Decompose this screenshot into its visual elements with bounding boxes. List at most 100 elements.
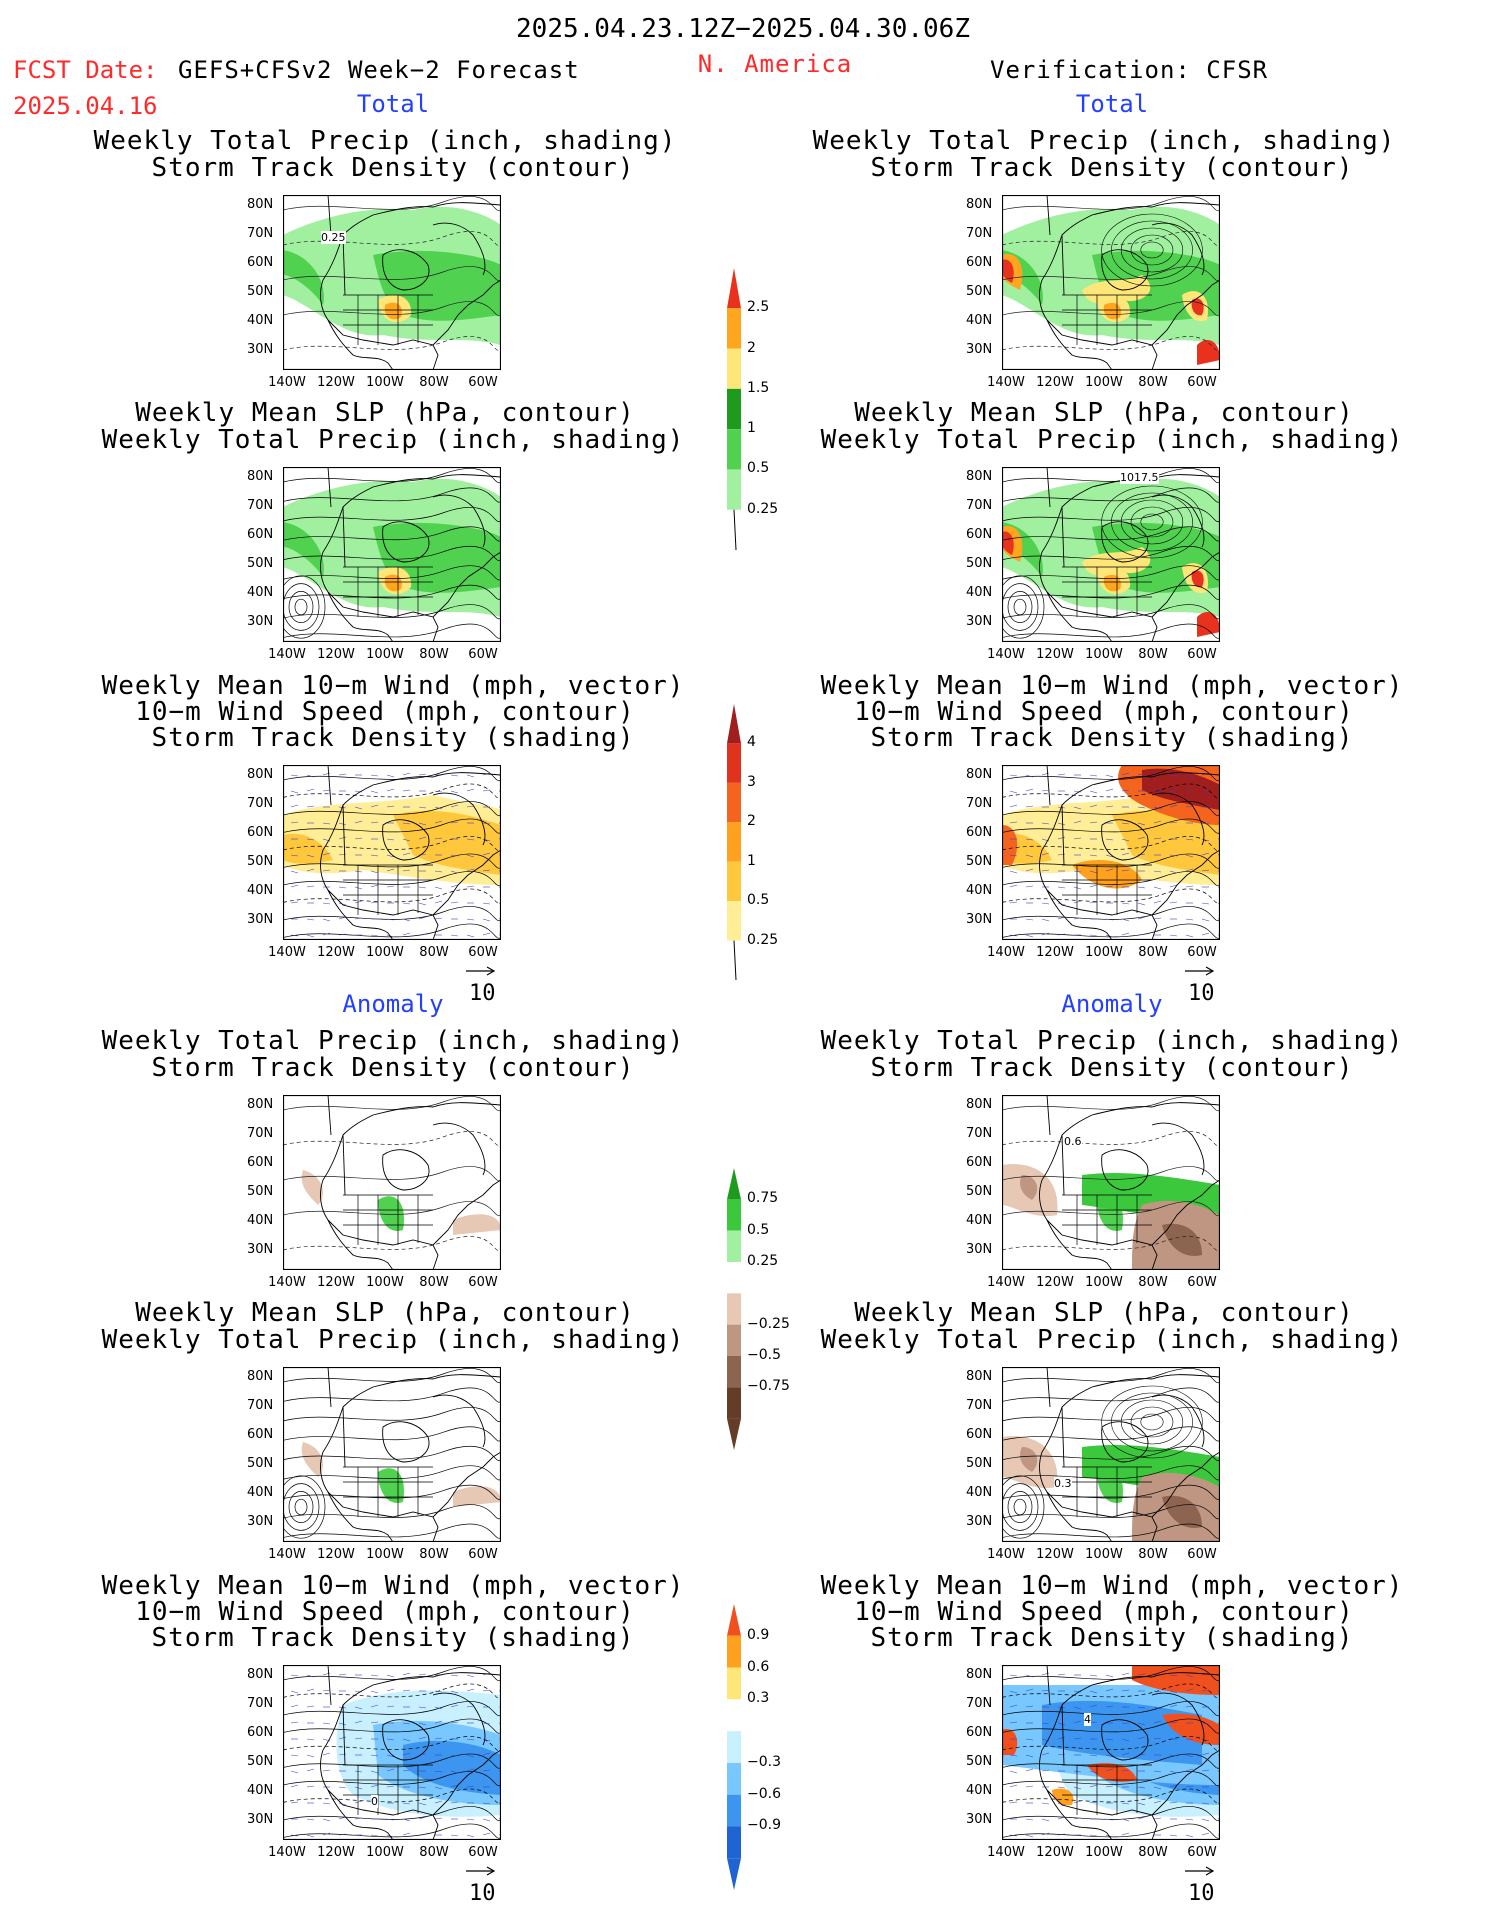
arrow-right-icon [466,966,496,976]
lat-label: 60N [247,1725,274,1740]
lat-label: 60N [966,255,993,270]
lon-label: 120W [1036,647,1074,662]
coastline-layer [1039,1095,1220,1270]
lon-label: 120W [317,1845,355,1860]
lat-label: 80N [966,1097,993,1112]
coastline-layer [320,1665,501,1840]
lon-label: 80W [1138,647,1168,662]
colorbar-swatch [727,1356,741,1388]
map-panel-f4 [283,1095,501,1270]
fcst-date-label: FCST Date: [13,56,158,84]
lat-label: 80N [247,1369,274,1384]
lon-label: 120W [1036,1275,1074,1290]
lon-label: 140W [987,1845,1025,1860]
arrow-right-icon [1185,1866,1215,1876]
arrow-right-icon [1185,966,1215,976]
map-frame [1002,1367,1220,1542]
colorbar-label: 0.5 [747,1221,770,1238]
colorbar-swatch [727,429,741,470]
map-canvas [283,1665,501,1840]
contour-value-label: 1017.5 [1120,471,1159,484]
lon-label: 100W [1085,647,1123,662]
arrow-right-icon [466,1866,496,1876]
lon-label: 60W [1187,1275,1217,1290]
lon-label: 140W [268,1275,306,1290]
vector-ref-f6: 10 [465,1858,497,1906]
lat-label: 80N [247,197,274,212]
coastline-layer [1039,765,1220,940]
colorbar-swatch [727,388,741,430]
lon-label: 80W [1138,1547,1168,1562]
colorbar-label: 0.25 [747,500,779,517]
lon-label: 140W [268,1547,306,1562]
lat-label: 80N [247,1667,274,1682]
colorbar-swatch [727,782,741,823]
anomaly-label-verification: Anomaly [1061,990,1163,1018]
panel-title-v2-line2: Weekly Total Precip (inch, shading) [820,425,1404,455]
lon-label: 140W [987,1275,1025,1290]
panel-title-v1-line2: Storm Track Density (contour) [870,153,1354,183]
colorbar-label: 0.5 [747,892,770,909]
colorbar-swatch [727,704,741,744]
verification-label: Verification: CFSR [990,56,1269,84]
map-frame [283,467,501,642]
colorbar-swatch [727,1667,741,1700]
contour-layer [1002,196,1220,352]
lat-label: 50N [966,1184,993,1199]
colorbar-swatch [727,1826,741,1859]
contour-layer [283,468,501,639]
lon-label: 100W [1085,375,1123,390]
lat-label: 50N [966,854,993,869]
lat-label: 40N [247,585,274,600]
colorbar-label: 0.25 [747,1253,779,1269]
lat-label: 80N [247,1097,274,1112]
colorbar-label: 1 [747,420,756,437]
lon-label: 80W [419,1275,449,1290]
total-label-verification: Total [1075,90,1149,118]
panel-title-f4-line2: Storm Track Density (contour) [151,1053,635,1083]
lat-label: 70N [247,498,274,513]
lat-label: 70N [247,1696,274,1711]
colorbar-swatch [727,1324,741,1356]
lon-label: 140W [268,647,306,662]
coastline-layer [320,765,501,940]
lon-label: 120W [1036,375,1074,390]
lon-label: 140W [268,1845,306,1860]
colorbar-label: 0.5 [747,460,770,477]
lat-label: 70N [247,1126,274,1141]
lon-label: 100W [366,1845,404,1860]
colorbar-label: 1 [747,852,756,869]
colorbar-swatch [727,743,741,783]
colorbar-swatch [727,1699,741,1732]
fcst-model-label: GEFS+CFSv2 Week−2 Forecast [178,56,580,84]
lat-label: 70N [966,498,993,513]
panel-title-f6-line3: Storm Track Density (shading) [151,1623,635,1653]
contour-layer [1002,1368,1220,1539]
lon-label: 120W [317,1275,355,1290]
lon-label: 80W [419,647,449,662]
lat-label: 80N [966,1667,993,1682]
lon-label: 60W [1187,1845,1217,1860]
lon-label: 100W [366,647,404,662]
lat-label: 80N [247,469,274,484]
map-frame [1002,765,1220,940]
lon-label: 60W [468,647,498,662]
lat-label: 60N [966,1725,993,1740]
panel-title-v1-line1: Weekly Total Precip (inch, shading) [812,126,1396,156]
lat-label: 70N [247,226,274,241]
lon-label: 80W [419,945,449,960]
lon-label: 120W [1036,1845,1074,1860]
lat-label: 30N [247,1812,274,1827]
lat-label: 40N [247,883,274,898]
map-frame [1002,467,1220,642]
panel-title-f2-line2: Weekly Total Precip (inch, shading) [101,425,685,455]
shading-layer [1002,1436,1220,1542]
lon-label: 100W [366,1547,404,1562]
lon-label: 100W [1085,945,1123,960]
lat-label: 40N [247,1783,274,1798]
contour-value-label: 0.6 [1064,1135,1082,1148]
coastline-layer [320,467,501,642]
coastline-layer [1039,1665,1220,1840]
colorbar-swatch [727,1199,741,1231]
map-panel-f2 [283,467,501,642]
